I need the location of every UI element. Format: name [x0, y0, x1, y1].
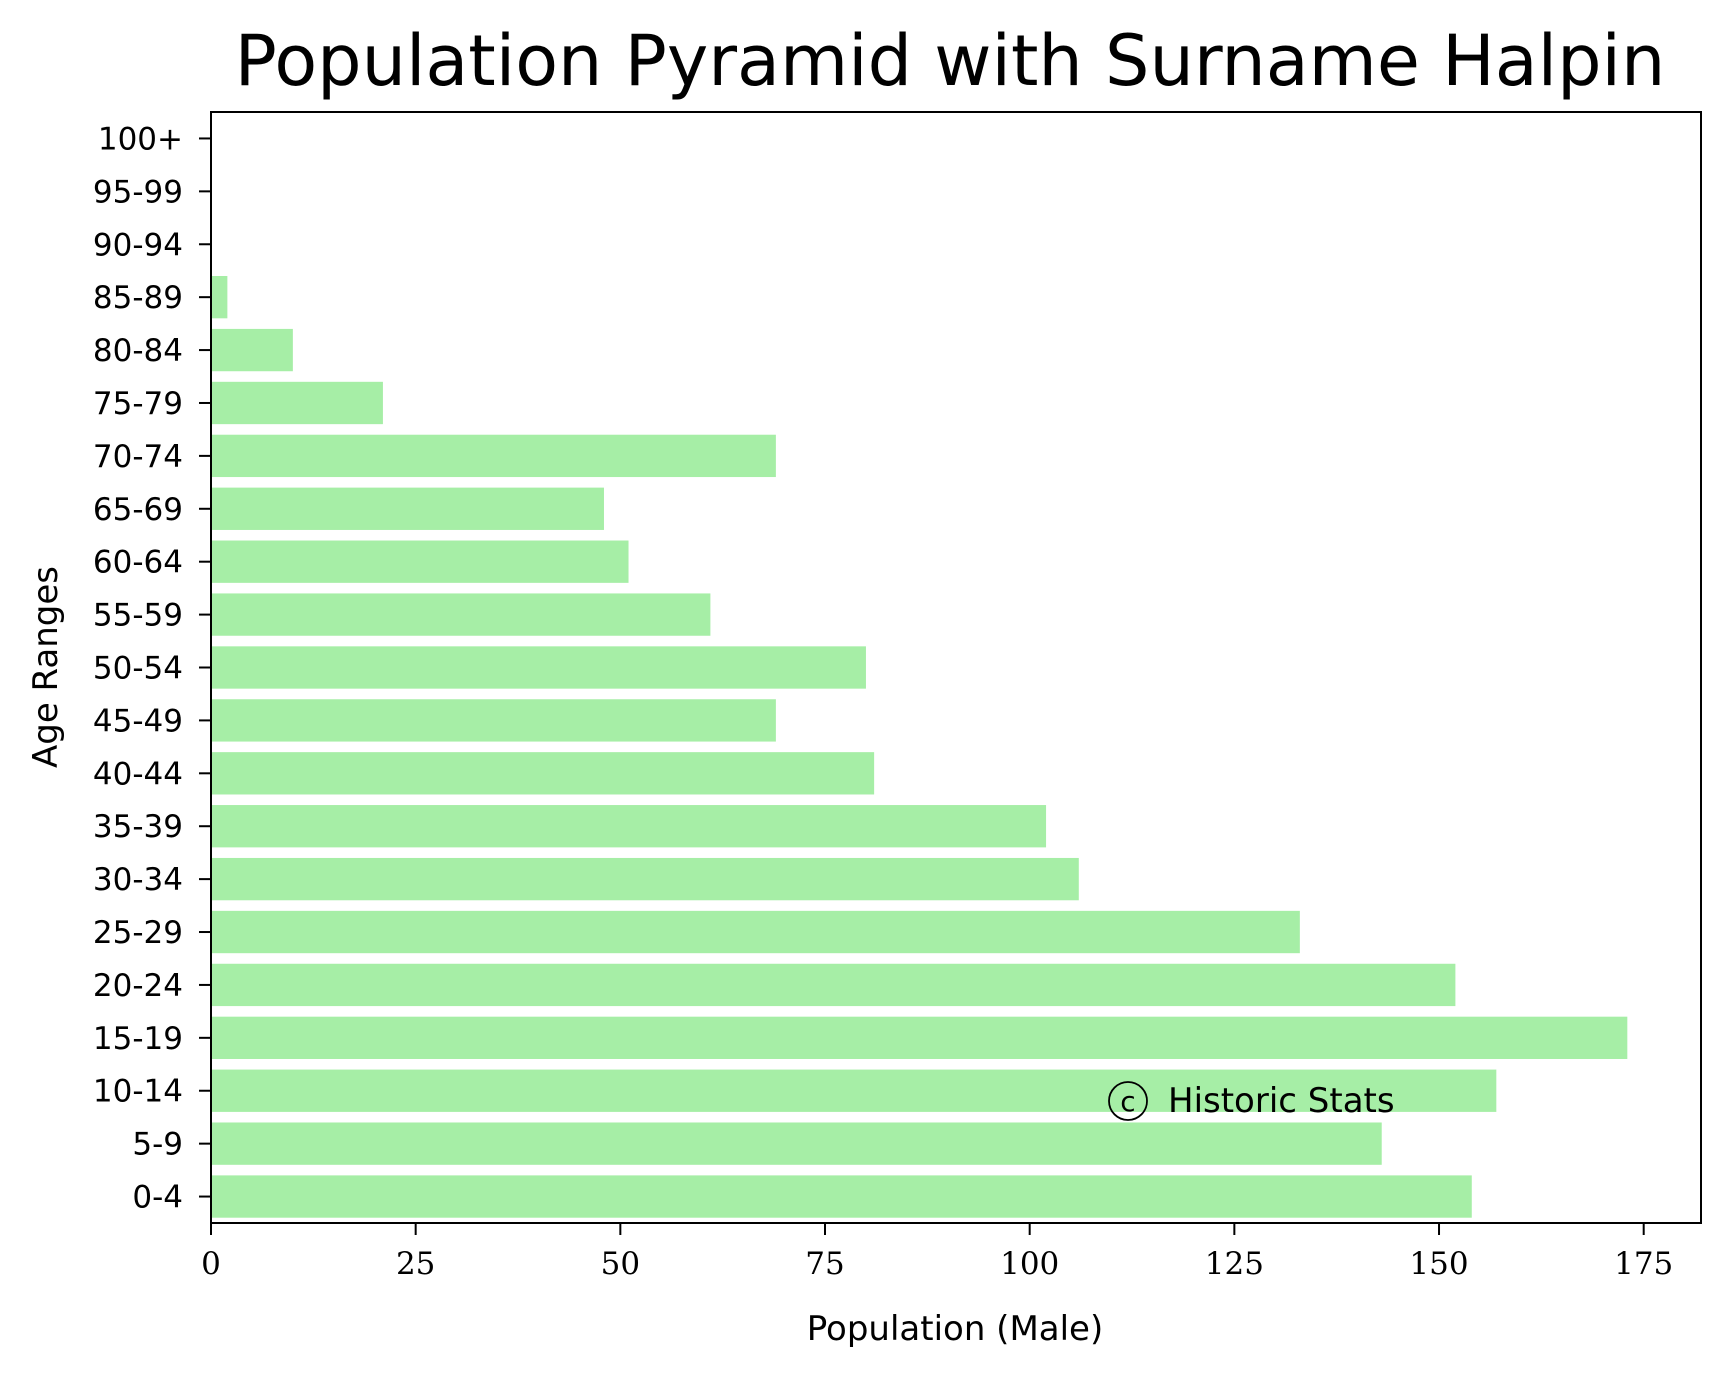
- x-tick-label: 100: [1000, 1246, 1059, 1282]
- x-tick-label: 125: [1205, 1246, 1264, 1282]
- y-tick-label: 100+: [98, 121, 183, 157]
- bar-70-74: [211, 434, 776, 478]
- y-tick-label: 30-34: [93, 862, 183, 898]
- y-tick-label: 20-24: [93, 968, 183, 1004]
- bar-25-29: [211, 910, 1300, 954]
- y-tick-label: 40-44: [93, 756, 183, 792]
- y-tick-label: 15-19: [93, 1021, 183, 1057]
- x-tick-label: 50: [601, 1246, 640, 1282]
- x-tick-label: 25: [396, 1246, 435, 1282]
- y-tick-label: 55-59: [93, 598, 183, 634]
- y-tick-label: 50-54: [93, 651, 183, 687]
- y-tick-label: 70-74: [93, 439, 183, 475]
- y-tick-label: 25-29: [93, 915, 183, 951]
- bar-65-69: [211, 487, 604, 530]
- bar-5-9: [211, 1122, 1382, 1165]
- y-tick-label: 10-14: [93, 1074, 183, 1110]
- y-tick-label: 85-89: [93, 280, 183, 316]
- bar-45-49: [211, 699, 776, 742]
- bar-15-19: [211, 1016, 1628, 1059]
- bar-85-89: [211, 276, 228, 319]
- chart-title: Population Pyramid with Surname Halpin: [235, 20, 1666, 102]
- bar-50-54: [211, 646, 866, 689]
- bar-40-44: [211, 752, 875, 795]
- bars-layer: [211, 276, 1628, 1218]
- x-axis-label: Population (Male): [807, 1309, 1104, 1349]
- y-tick-label: 95-99: [93, 174, 183, 210]
- bar-60-64: [211, 540, 629, 583]
- watermark-text: Historic Stats: [1168, 1081, 1395, 1121]
- y-tick-label: 60-64: [93, 545, 183, 581]
- bar-75-79: [211, 381, 383, 425]
- x-tick-label: 0: [201, 1246, 221, 1282]
- y-tick-label: 90-94: [93, 227, 183, 263]
- x-tick-label: 150: [1409, 1246, 1468, 1282]
- y-tick-label: 5-9: [132, 1127, 183, 1163]
- x-tick-label: 175: [1614, 1246, 1673, 1282]
- y-tick-label: 0-4: [132, 1180, 183, 1216]
- y-tick-label: 35-39: [93, 809, 183, 845]
- x-tick-label: 75: [805, 1246, 844, 1282]
- bar-0-4: [211, 1175, 1472, 1218]
- bar-35-39: [211, 805, 1047, 848]
- bar-10-14: [211, 1069, 1497, 1112]
- bar-20-24: [211, 963, 1456, 1007]
- y-tick-label: 65-69: [93, 492, 183, 528]
- ticks-layer: 0-4 5-9 10-14 15-19 20-24 25-29 30-34 35-39 40-4…: [93, 121, 1673, 1282]
- y-tick-label: 45-49: [93, 703, 183, 739]
- y-tick-label: 75-79: [93, 386, 183, 422]
- bar-80-84: [211, 328, 293, 372]
- copyright-symbol-letter: c: [1120, 1085, 1135, 1118]
- bar-30-34: [211, 857, 1079, 901]
- plot-frame: [210, 111, 1702, 1224]
- watermark: c Historic Stats: [1108, 1081, 1395, 1121]
- bar-55-59: [211, 593, 711, 636]
- y-tick-label: 80-84: [93, 333, 183, 369]
- copyright-icon: [1108, 1081, 1148, 1121]
- y-axis-label: Age Ranges: [26, 566, 66, 768]
